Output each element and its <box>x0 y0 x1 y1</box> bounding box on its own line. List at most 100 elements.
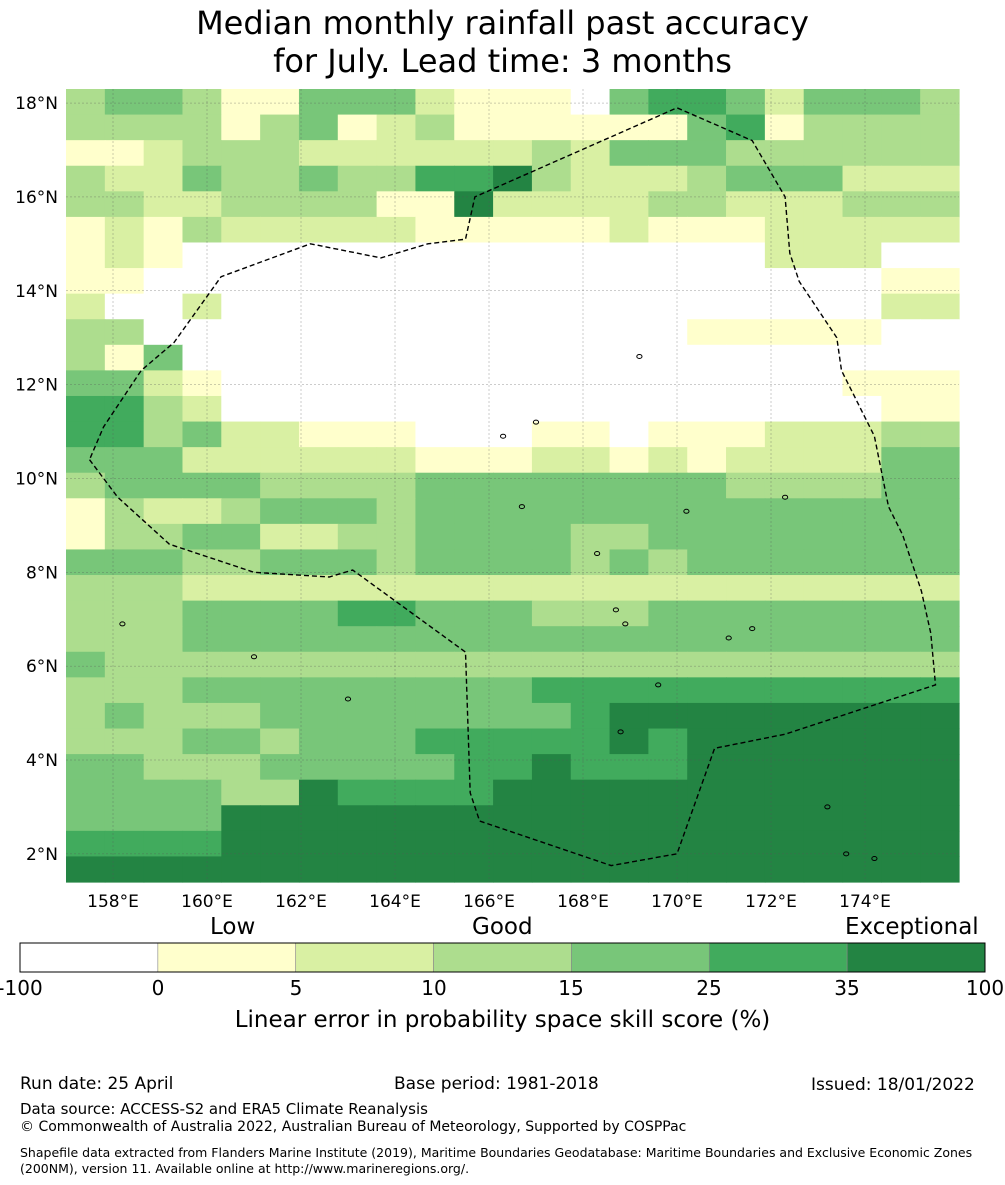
grid-cell <box>570 702 611 730</box>
grid-cell <box>260 319 300 346</box>
grid-cell <box>570 395 611 423</box>
grid-cell <box>570 447 611 474</box>
grid-cell <box>648 549 688 576</box>
grid-cell <box>764 165 805 192</box>
grid-cell <box>143 395 184 423</box>
grid-cell <box>493 856 533 883</box>
colorbar-tick: 10 <box>421 976 447 1000</box>
grid-cell <box>260 370 300 397</box>
grid-cell <box>143 549 184 576</box>
grid-cell <box>764 140 805 167</box>
grid-cell <box>531 805 572 832</box>
grid-cell <box>648 344 688 371</box>
grid-cell <box>687 600 727 627</box>
grid-cell <box>182 600 222 627</box>
grid-cell <box>726 421 766 448</box>
grid-cell <box>493 651 533 678</box>
grid-cell <box>842 447 882 474</box>
grid-cell <box>337 165 378 192</box>
grid-cell <box>842 344 882 371</box>
grid-cell <box>726 165 766 192</box>
grid-cell <box>609 626 649 653</box>
grid-cell <box>221 830 261 858</box>
grid-cell <box>298 140 339 167</box>
grid-cell <box>764 523 805 551</box>
grid-cell <box>609 114 649 141</box>
grid-cell <box>454 575 494 602</box>
grid-cell <box>570 651 611 678</box>
grid-cell <box>531 319 572 346</box>
grid-cell <box>298 165 339 192</box>
grid-cell <box>415 702 455 730</box>
island-outline <box>594 551 601 557</box>
title-line-1: Median monthly rainfall past accuracy <box>196 4 809 42</box>
grid-cell <box>803 498 844 525</box>
grid-cell <box>298 395 339 423</box>
lat-tick-label: 10°N <box>15 469 58 489</box>
grid-cell <box>687 856 727 883</box>
colorbar-tick: 15 <box>558 976 584 1000</box>
grid-cell <box>66 447 106 474</box>
grid-cell <box>260 523 300 551</box>
grid-cell <box>764 677 805 704</box>
lon-tick-label: 166°E <box>463 892 515 912</box>
grid-cell <box>143 702 184 730</box>
grid-cell <box>687 395 727 423</box>
grid-cell <box>454 242 494 269</box>
grid-cell <box>764 626 805 653</box>
grid-cell <box>143 575 184 602</box>
island-outline <box>518 504 526 510</box>
grid-cell <box>609 805 649 832</box>
grid-cell <box>687 805 727 832</box>
grid-cell <box>298 651 339 678</box>
grid-cell <box>454 626 494 653</box>
grid-cell <box>66 549 106 576</box>
grid-cell <box>337 626 378 653</box>
grid-cell <box>842 89 882 116</box>
grid-cell <box>415 268 455 295</box>
grid-cell <box>570 268 611 295</box>
grid-cell <box>726 830 766 858</box>
grid-cell <box>260 344 300 371</box>
grid-cell <box>260 421 300 448</box>
grid-cell <box>260 293 300 320</box>
grid-cell <box>570 830 611 858</box>
grid-cell <box>687 268 727 295</box>
grid-cell <box>648 575 688 602</box>
grid-cell <box>221 114 261 141</box>
grid-cell <box>842 165 882 192</box>
grid-cell <box>842 600 882 627</box>
grid-cell <box>881 165 921 192</box>
grid-cell <box>570 89 611 116</box>
grid-cell <box>920 216 960 244</box>
grid-cell <box>143 754 184 781</box>
grid-cell <box>493 549 533 576</box>
grid-cell <box>764 319 805 346</box>
grid-cell <box>881 140 921 167</box>
grid-cell <box>648 114 688 141</box>
grid-cell <box>376 754 417 781</box>
grid-cell <box>298 702 339 730</box>
grid-cell <box>260 447 300 474</box>
grid-cell <box>570 242 611 269</box>
grid-cell <box>66 165 106 192</box>
grid-cell <box>104 268 145 295</box>
grid-cell <box>803 575 844 602</box>
grid-cell <box>531 268 572 295</box>
grid-cell <box>609 754 649 781</box>
grid-cell <box>376 600 417 627</box>
grid-cell <box>376 268 417 295</box>
grid-cell <box>920 268 960 295</box>
grid-cell <box>66 626 106 653</box>
grid-cell <box>726 728 766 755</box>
grid-cell <box>648 216 688 244</box>
grid-cell <box>764 600 805 627</box>
island-outline <box>655 682 662 688</box>
grid-cell <box>143 728 184 755</box>
grid-cell <box>842 728 882 755</box>
grid-cell <box>376 114 417 141</box>
grid-cell <box>764 830 805 858</box>
grid-cell <box>376 344 417 371</box>
grid-cell <box>726 114 766 141</box>
grid-cell <box>337 600 378 627</box>
